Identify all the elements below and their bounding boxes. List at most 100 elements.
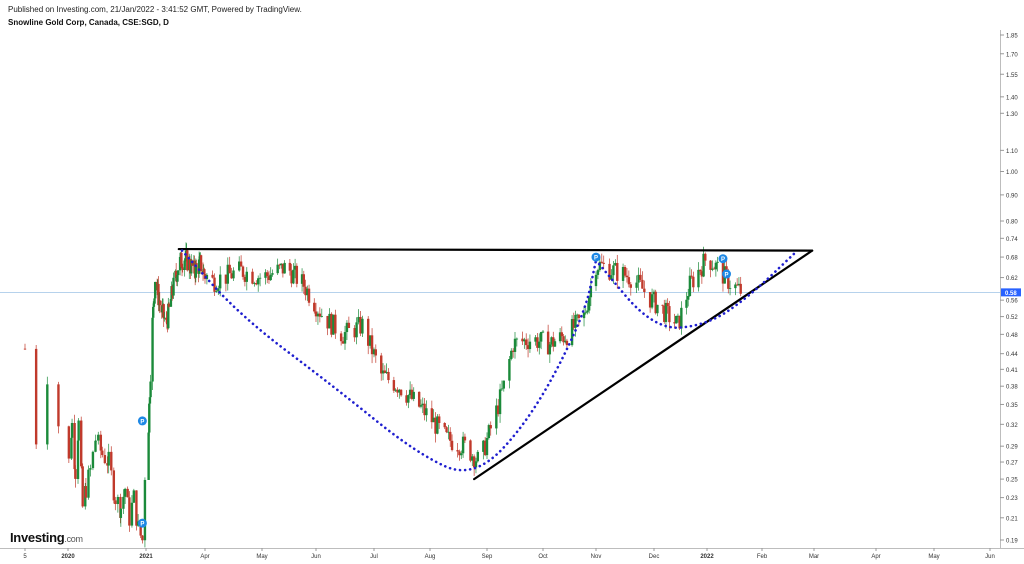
candle xyxy=(421,397,424,414)
event-marker[interactable] xyxy=(137,416,147,426)
time-tick-label: Jun xyxy=(985,554,995,560)
candle xyxy=(734,282,737,296)
candle-body xyxy=(70,437,73,459)
candle-body xyxy=(469,440,472,461)
candle xyxy=(458,449,461,461)
event-marker[interactable] xyxy=(718,254,728,264)
candle-body xyxy=(77,420,80,441)
event-marker[interactable] xyxy=(722,269,732,279)
candle-body xyxy=(639,274,642,280)
candle xyxy=(449,427,452,447)
candle xyxy=(267,270,271,284)
candle xyxy=(456,442,459,458)
candle-body xyxy=(565,340,569,346)
candle-body xyxy=(73,422,76,470)
price-tick-label: 0.23 xyxy=(1006,496,1018,502)
candle-body xyxy=(213,277,216,292)
candle xyxy=(381,363,385,381)
candle-body xyxy=(226,264,229,284)
candle-body xyxy=(511,350,515,352)
investing-logo[interactable]: Investing.com xyxy=(10,530,83,545)
candle xyxy=(147,431,150,480)
candle-body xyxy=(728,288,732,289)
candle xyxy=(199,254,203,275)
candle-body xyxy=(489,425,492,429)
candle xyxy=(643,280,646,298)
candle xyxy=(194,258,198,283)
candle xyxy=(430,400,434,429)
candle-body xyxy=(577,314,581,319)
candle-body xyxy=(230,273,233,279)
candle-body xyxy=(449,431,452,441)
candle-body xyxy=(253,283,256,284)
candle-body xyxy=(334,314,337,334)
candle xyxy=(461,431,465,458)
candle xyxy=(380,352,383,381)
candle-body xyxy=(80,420,83,467)
event-marker[interactable] xyxy=(591,252,601,262)
candle-body xyxy=(186,250,189,271)
candle xyxy=(432,409,435,423)
candle-body xyxy=(456,450,459,452)
candle-body xyxy=(536,337,539,348)
candle xyxy=(572,312,575,331)
candle xyxy=(489,421,492,436)
candle xyxy=(74,465,77,488)
candle-body xyxy=(739,283,742,294)
time-tick-label: Jun xyxy=(311,554,321,560)
candle-body xyxy=(211,274,214,278)
candle-body xyxy=(370,335,374,355)
candle-body xyxy=(521,338,524,342)
candle xyxy=(278,263,281,270)
candle xyxy=(510,348,513,361)
candle xyxy=(686,288,690,307)
candle-body xyxy=(251,271,254,284)
candle xyxy=(228,256,231,274)
candle-body xyxy=(194,263,198,278)
candle xyxy=(407,394,410,409)
candle xyxy=(610,269,613,281)
candle-body xyxy=(174,270,178,278)
candle-body xyxy=(141,535,144,541)
candle xyxy=(575,313,579,322)
candle xyxy=(279,263,283,269)
candle xyxy=(211,270,214,279)
price-tick-label: 1.00 xyxy=(1006,170,1018,176)
candle xyxy=(650,288,654,310)
candle xyxy=(251,268,254,285)
candle-body xyxy=(119,508,123,518)
candle-body xyxy=(399,389,403,396)
candle-body xyxy=(654,291,657,314)
candle xyxy=(500,380,504,392)
candle xyxy=(239,255,243,267)
candle-body xyxy=(586,310,589,313)
candle xyxy=(553,338,557,348)
candle xyxy=(347,316,351,329)
candle xyxy=(417,391,421,408)
candle xyxy=(330,312,333,338)
candle-body xyxy=(290,270,293,284)
candle xyxy=(676,313,680,323)
time-tick-label: Apr xyxy=(871,554,880,560)
candle-body xyxy=(714,262,718,270)
candle xyxy=(370,328,374,364)
candle-body xyxy=(258,277,262,279)
candle-body xyxy=(643,288,646,293)
candle xyxy=(525,333,528,350)
candle-body xyxy=(255,283,258,285)
candle-body xyxy=(680,307,683,329)
candle xyxy=(94,434,97,447)
candle xyxy=(67,425,71,464)
candle xyxy=(101,446,104,458)
candle xyxy=(587,295,591,314)
candle xyxy=(172,272,175,300)
candle xyxy=(447,424,450,440)
candle-body xyxy=(678,315,681,329)
candle-body xyxy=(394,389,397,391)
price-tick-label: 1.10 xyxy=(1006,149,1018,155)
event-marker[interactable] xyxy=(137,518,147,528)
candle xyxy=(106,456,109,474)
candle xyxy=(664,299,668,329)
price-tick-label: 1.40 xyxy=(1006,95,1018,101)
